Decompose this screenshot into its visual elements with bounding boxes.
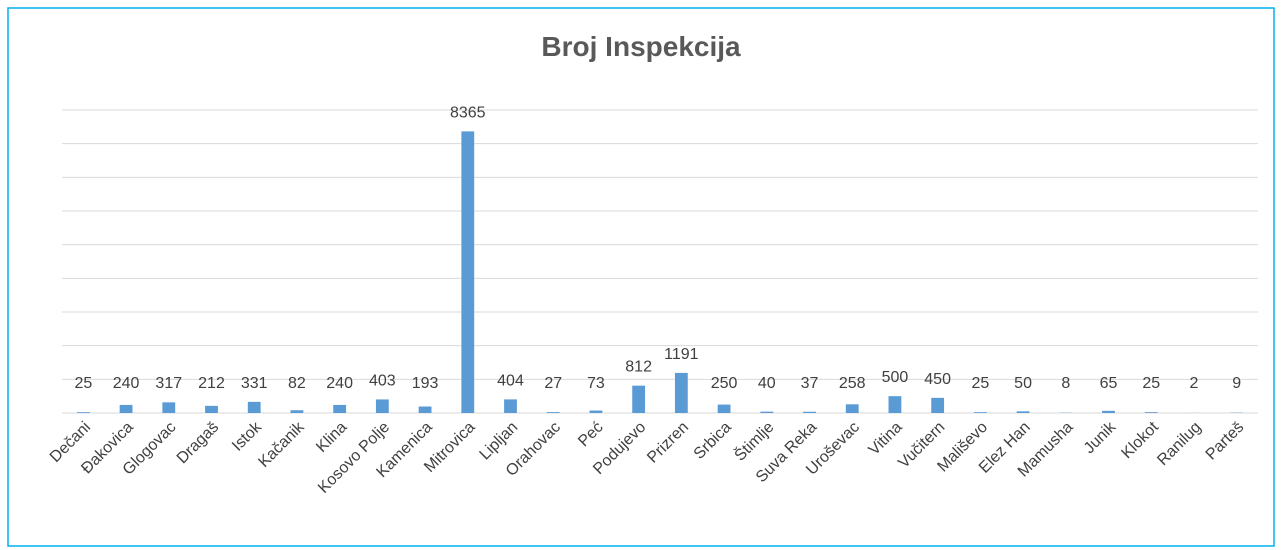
data-label: 50 — [1014, 375, 1032, 392]
bar — [375, 399, 389, 413]
bar — [674, 372, 688, 413]
data-label: 331 — [241, 375, 268, 392]
data-label: 25 — [74, 375, 92, 392]
bar — [205, 405, 218, 413]
bar — [632, 385, 646, 413]
data-label: 37 — [801, 375, 819, 392]
data-label: 82 — [288, 375, 306, 392]
data-label: 65 — [1100, 375, 1118, 392]
data-label: 73 — [587, 375, 605, 392]
bar — [162, 402, 176, 413]
data-label: 193 — [412, 375, 439, 392]
data-label: 404 — [497, 372, 524, 389]
bar — [717, 404, 731, 413]
bar — [888, 396, 902, 413]
bar — [418, 406, 432, 413]
data-label: 317 — [155, 375, 182, 392]
data-label: 212 — [198, 375, 225, 392]
bar — [973, 412, 987, 413]
bar — [931, 397, 945, 413]
bar — [290, 410, 304, 413]
bar — [546, 412, 560, 413]
chart-frame — [7, 7, 1275, 547]
bar — [247, 401, 261, 413]
bar — [333, 404, 347, 413]
data-label: 812 — [625, 359, 652, 376]
data-label: 403 — [369, 372, 396, 389]
data-label: 240 — [326, 375, 353, 392]
data-label: 2 — [1189, 375, 1198, 392]
data-label: 250 — [711, 375, 738, 392]
bar — [1144, 412, 1158, 413]
chart-title: Broj Inspekcija — [541, 31, 741, 62]
data-label: 8365 — [450, 104, 486, 121]
bar — [760, 411, 774, 413]
data-label: 1191 — [664, 346, 699, 363]
bar — [1102, 410, 1115, 413]
data-label: 450 — [924, 371, 951, 388]
data-label: 40 — [758, 375, 776, 392]
bar — [461, 131, 475, 413]
data-label: 500 — [882, 369, 909, 386]
data-label: 8 — [1061, 375, 1070, 392]
data-label: 25 — [1142, 375, 1160, 392]
bar — [589, 410, 603, 413]
bar — [845, 404, 859, 413]
bar — [119, 404, 133, 413]
bar — [504, 399, 517, 413]
bar — [803, 411, 816, 413]
data-label: 25 — [971, 375, 989, 392]
bar — [76, 412, 90, 413]
bar — [1016, 411, 1030, 413]
data-label: 258 — [839, 375, 866, 392]
data-label: 240 — [113, 375, 140, 392]
data-label: 27 — [544, 375, 562, 392]
data-label: 9 — [1232, 375, 1241, 392]
